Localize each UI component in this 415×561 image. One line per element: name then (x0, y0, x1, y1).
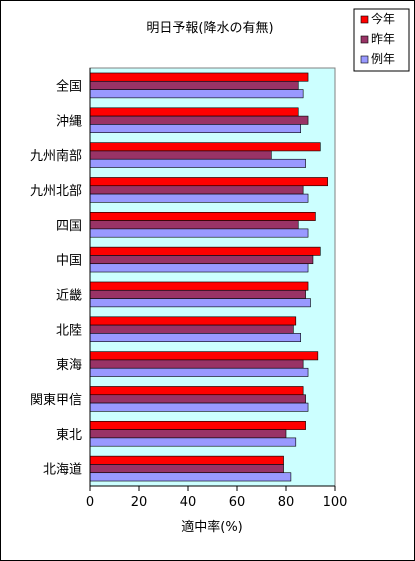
x-tick-label: 100 (323, 495, 348, 510)
plot-area (89, 67, 336, 487)
bar (89, 158, 306, 168)
x-tick-label: 60 (229, 495, 246, 510)
bar (89, 185, 304, 195)
bar (89, 220, 299, 230)
bar (89, 263, 309, 273)
category-label: 九州北部 (30, 184, 82, 199)
bar (89, 333, 301, 342)
bar (89, 359, 304, 369)
category-label: 沖縄 (56, 114, 82, 129)
bar (89, 89, 304, 99)
bar (89, 367, 309, 377)
category-label: 四国 (56, 219, 82, 234)
bar (89, 402, 309, 412)
bar (89, 246, 321, 256)
bar (89, 80, 299, 90)
category-label: 北海道 (43, 463, 82, 478)
category-label: 九州南部 (30, 148, 82, 164)
category-label: 北陸 (56, 322, 82, 338)
bar (89, 115, 309, 125)
bar (89, 72, 309, 82)
category-label: 近畿 (56, 288, 82, 303)
bar (89, 420, 306, 430)
category-label: 全国 (56, 78, 82, 94)
x-tick-label: 0 (86, 495, 94, 510)
bar (89, 228, 309, 238)
bar (89, 150, 272, 160)
category-label: 中国 (56, 254, 82, 269)
legend-swatch (360, 55, 369, 64)
bar (89, 464, 284, 474)
bar (89, 298, 311, 308)
category-label: 関東甲信 (30, 392, 82, 408)
bar (89, 107, 299, 117)
category-label: 東北 (56, 427, 82, 443)
bar (89, 455, 284, 465)
bar (89, 124, 301, 134)
x-axis-label: 適中率(%) (181, 519, 243, 535)
bar (89, 429, 287, 439)
bar (89, 316, 297, 326)
x-ticks: 0 20 40 60 80 100 (86, 486, 348, 510)
bar (89, 472, 292, 482)
bar (89, 351, 319, 361)
bar (89, 324, 294, 334)
bar (89, 177, 328, 187)
bar (89, 394, 306, 404)
chart-title: 明日予報(降水の有無) (146, 21, 273, 36)
legend-label: 今年 (371, 11, 395, 26)
legend-label: 例年 (371, 52, 395, 66)
x-tick-label: 40 (180, 495, 197, 510)
x-tick-label: 20 (131, 495, 148, 510)
bar (89, 142, 321, 152)
bar (89, 193, 309, 203)
category-label: 東海 (56, 357, 82, 373)
x-tick-label: 80 (278, 495, 295, 510)
legend-swatch (360, 15, 369, 24)
legend-label: 昨年 (371, 32, 395, 46)
bar (89, 212, 316, 221)
bar (89, 437, 297, 447)
bar (89, 289, 306, 299)
bar (89, 281, 309, 291)
legend-swatch (360, 35, 369, 44)
bar (89, 255, 314, 265)
bar (89, 386, 304, 396)
